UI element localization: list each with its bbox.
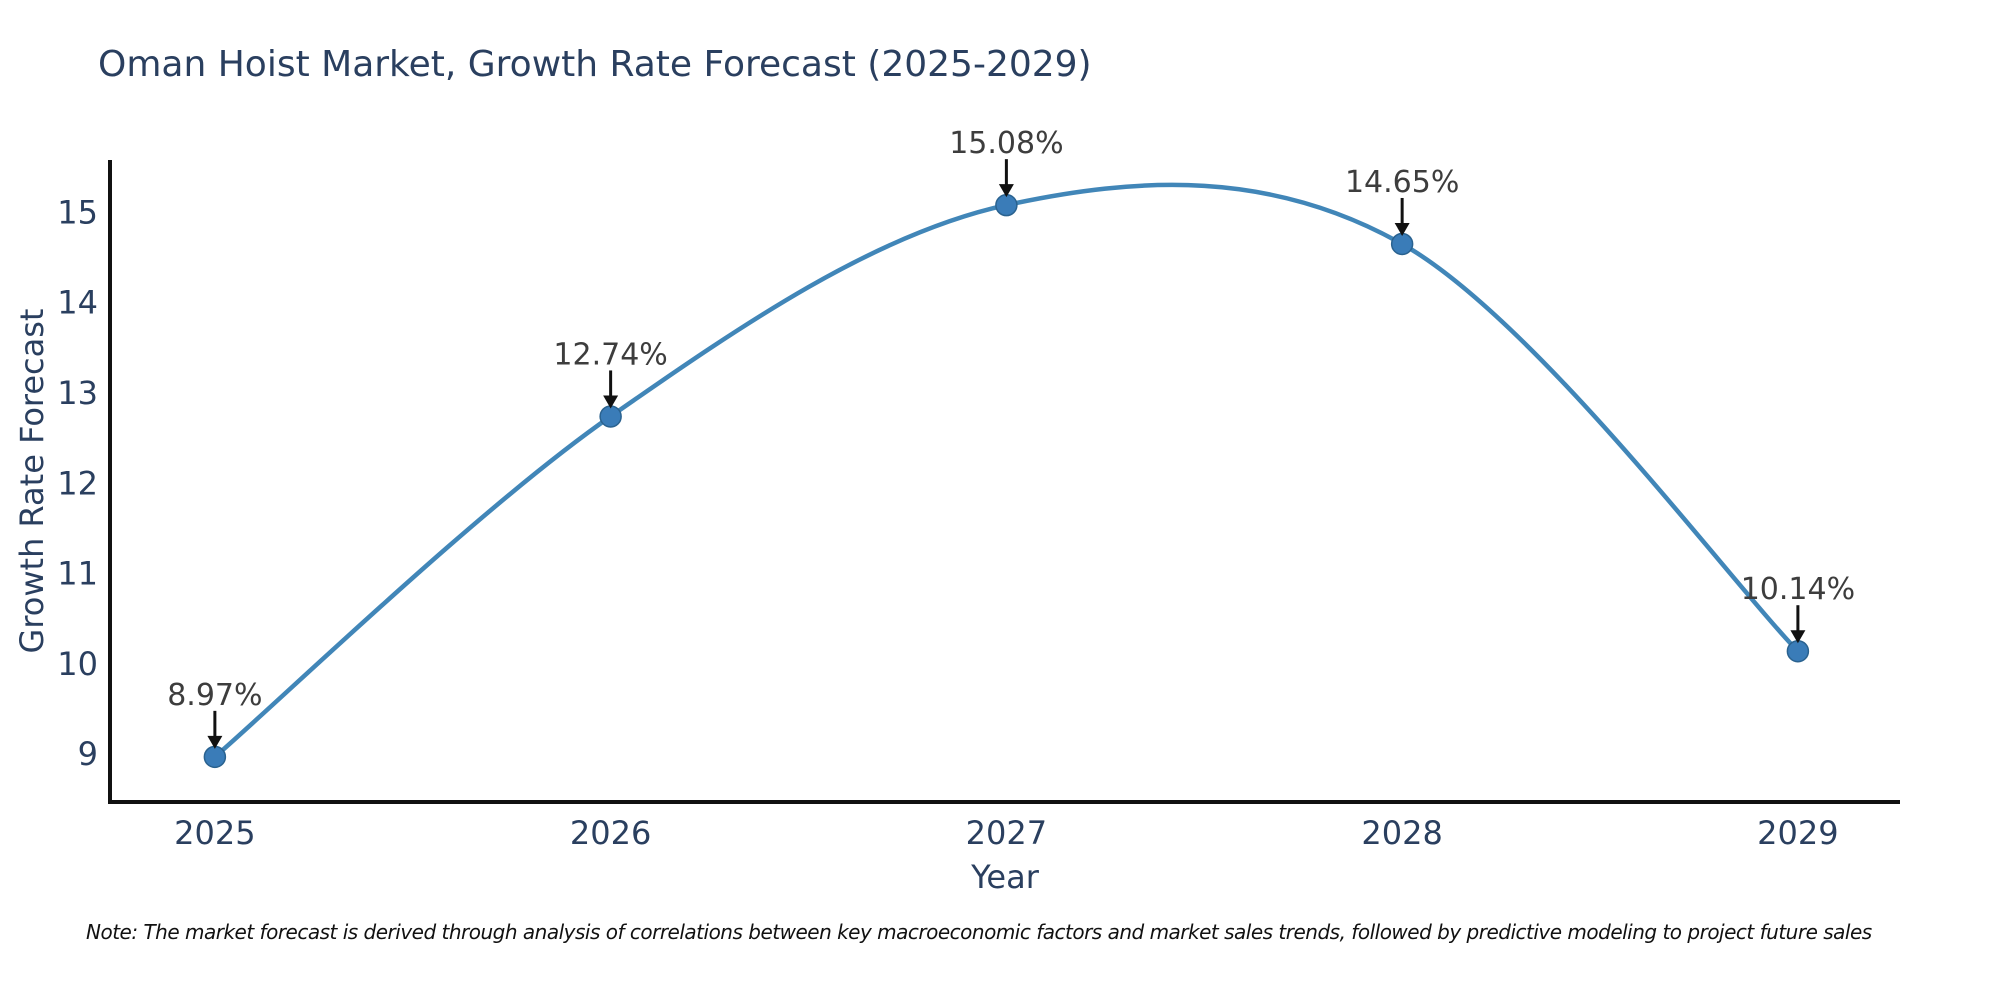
y-tick-label: 10 [57,645,98,683]
annotation-arrow-head [998,184,1014,198]
point-value-label: 15.08% [949,126,1063,161]
point-value-label: 10.14% [1741,572,1855,607]
footnote: Note: The market forecast is derived thr… [86,920,1872,944]
data-point [599,405,622,428]
x-tick-label: 2025 [174,814,255,852]
annotation-arrow-head [1394,222,1410,236]
y-tick-label: 14 [57,284,98,322]
y-tick-label: 12 [57,464,98,502]
annotation-arrow-head [1790,630,1806,644]
y-tick-label: 15 [57,193,98,231]
chart-title: Oman Hoist Market, Growth Rate Forecast … [98,44,1092,85]
data-point [1786,639,1810,663]
data-point [995,193,1018,217]
x-tick-label: 2027 [966,814,1047,852]
annotation-arrow-head [603,395,619,409]
point-value-label: 12.74% [553,337,667,372]
data-point [1390,232,1414,256]
y-tick-label: 13 [57,374,98,412]
y-tick-label: 9 [78,735,98,773]
point-value-label: 14.65% [1345,165,1459,200]
x-tick-label: 2028 [1361,814,1442,852]
y-tick-label: 11 [57,555,98,593]
x-axis-title: Year [971,858,1039,896]
annotation-arrow-head [207,735,223,749]
x-tick-label: 2029 [1757,814,1838,852]
point-value-label: 8.97% [167,678,262,713]
data-point [203,745,227,769]
x-tick-label: 2026 [570,814,651,852]
forecast-line [212,182,1801,760]
